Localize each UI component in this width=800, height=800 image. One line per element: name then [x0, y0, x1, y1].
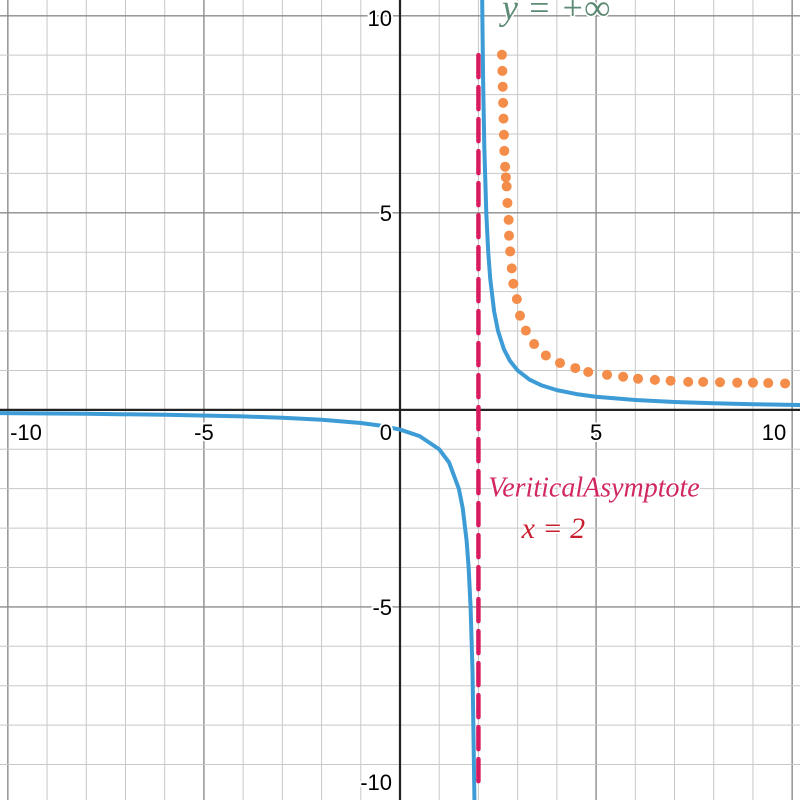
- orange-dot: [715, 377, 725, 388]
- orange-dot: [602, 369, 613, 380]
- orange-dot: [570, 363, 581, 374]
- x-tick-label: -5: [194, 420, 214, 445]
- x-tick-label: -10: [10, 420, 42, 445]
- orange-dot: [665, 375, 676, 386]
- y-tick-label: 10: [368, 6, 392, 31]
- orange-dot: [497, 81, 508, 92]
- orange-dot: [498, 113, 509, 124]
- orange-dot: [520, 325, 531, 336]
- orange-dot: [747, 377, 758, 388]
- y-tick-label: -5: [372, 595, 392, 620]
- orange-dot: [506, 263, 517, 274]
- blue-curve-branch: [480, 0, 800, 408]
- orange-dot: [732, 377, 743, 388]
- orange-dot: [763, 378, 774, 389]
- orange-dot: [555, 357, 565, 368]
- orange-dot: [496, 49, 507, 60]
- x-tick-label: 0: [380, 420, 392, 445]
- orange-dot: [529, 339, 540, 350]
- x-tick-labels: -10 -5 0 5 10: [8, 418, 788, 447]
- orange-dot: [505, 246, 516, 257]
- orange-dot: [633, 373, 644, 384]
- annotation-vertical-asymptote: VeriticalAsymptote: [488, 473, 700, 504]
- orange-dot: [683, 376, 694, 387]
- orange-dot: [618, 371, 629, 382]
- orange-dot: [511, 294, 522, 305]
- orange-dot: [498, 97, 509, 108]
- orange-dot: [500, 172, 511, 183]
- y-tick-label: -10: [360, 770, 392, 795]
- y-tick-label: 5: [380, 201, 392, 226]
- annotations: y = +∞ VeriticalAsymptote x = 2: [487, 0, 702, 546]
- annotation-y-infinity: y = +∞: [499, 0, 610, 28]
- x-tick-label: 10: [762, 420, 786, 445]
- orange-dot: [583, 367, 594, 378]
- orange-dot: [780, 378, 791, 389]
- orange-dot: [504, 230, 515, 241]
- orange-dot: [649, 374, 660, 385]
- orange-dot: [698, 376, 709, 387]
- blue-curve-branch: [0, 411, 477, 800]
- x-tick-label: 5: [590, 420, 602, 445]
- orange-dot: [508, 278, 519, 289]
- orange-dot: [500, 161, 511, 172]
- orange-dot: [501, 181, 512, 192]
- orange-dot: [502, 197, 513, 208]
- orange-dot: [503, 214, 514, 225]
- annotation-x-equals-2: x = 2: [521, 512, 586, 545]
- orange-dot: [497, 65, 508, 76]
- orange-dot: [540, 350, 551, 361]
- y-tick-labels: 10 5 -5 -10: [358, 4, 394, 797]
- orange-dot: [498, 129, 509, 140]
- orange-dot: [515, 310, 525, 321]
- orange-dot: [499, 145, 510, 156]
